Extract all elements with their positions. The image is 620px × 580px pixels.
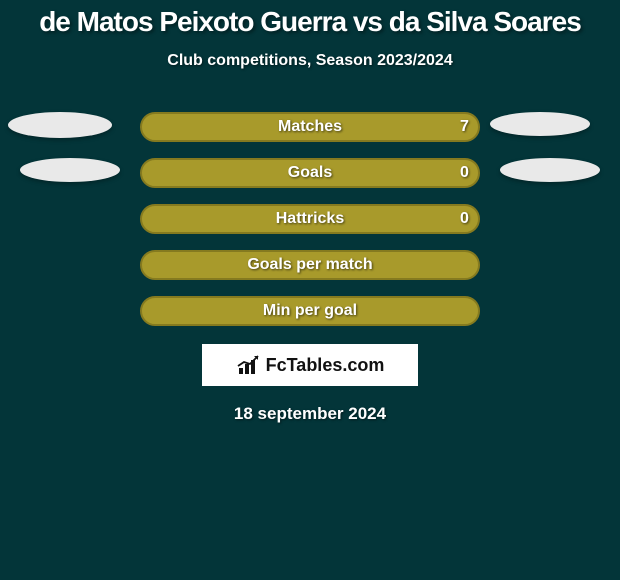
stat-rows: Matches7Goals0Hattricks0Goals per matchM… xyxy=(0,112,620,326)
page-title: de Matos Peixoto Guerra vs da Silva Soar… xyxy=(0,6,620,38)
logo-text: FcTables.com xyxy=(266,355,385,376)
stat-bar: Hattricks xyxy=(140,204,480,234)
stat-row: Goals0 xyxy=(0,158,620,188)
stat-bar: Goals xyxy=(140,158,480,188)
subtitle: Club competitions, Season 2023/2024 xyxy=(0,52,620,70)
stat-bar: Min per goal xyxy=(140,296,480,326)
stat-row: Hattricks0 xyxy=(0,204,620,234)
stat-label: Goals per match xyxy=(142,252,478,278)
stat-value-right: 0 xyxy=(460,158,469,188)
logo-icon xyxy=(236,354,262,376)
stat-label: Min per goal xyxy=(142,298,478,324)
stat-label: Hattricks xyxy=(142,206,478,232)
stat-label: Matches xyxy=(142,114,478,140)
stat-label: Goals xyxy=(142,160,478,186)
player-left-ellipse xyxy=(8,112,112,138)
comparison-card: de Matos Peixoto Guerra vs da Silva Soar… xyxy=(0,0,620,580)
date: 18 september 2024 xyxy=(0,404,620,424)
player-right-ellipse xyxy=(500,158,600,182)
player-right-ellipse xyxy=(490,112,590,136)
player-left-ellipse xyxy=(20,158,120,182)
logo-box: FcTables.com xyxy=(202,344,418,386)
stat-row: Matches7 xyxy=(0,112,620,142)
stat-row: Goals per match xyxy=(0,250,620,280)
stat-value-right: 7 xyxy=(460,112,469,142)
stat-row: Min per goal xyxy=(0,296,620,326)
stat-value-right: 0 xyxy=(460,204,469,234)
stat-bar: Matches xyxy=(140,112,480,142)
stat-bar: Goals per match xyxy=(140,250,480,280)
